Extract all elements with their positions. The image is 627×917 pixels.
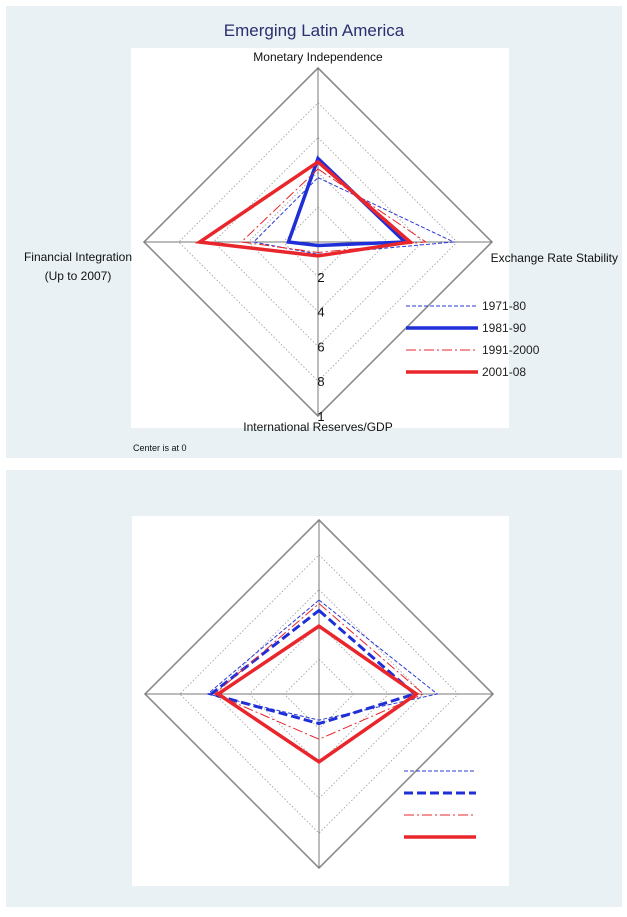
scale-tick-label: 2 xyxy=(317,270,324,285)
legend-label-2: 1981-90 xyxy=(482,321,526,335)
series-line-4 xyxy=(214,624,420,764)
chart-title: Emerging Latin America xyxy=(224,21,405,40)
radar-chart-bottom xyxy=(132,516,509,886)
series-line-2 xyxy=(207,608,418,726)
scale-tick-label: 6 xyxy=(317,339,324,354)
series-line-1 xyxy=(206,599,439,721)
legend-label-4: 2001-08 xyxy=(482,365,526,379)
series-line-3 xyxy=(240,168,428,253)
axis-label-right: Exchange Rate Stability xyxy=(491,251,618,265)
scale-tick-label: 1 xyxy=(317,409,324,424)
legend-label-1: 1971-80 xyxy=(482,299,526,313)
center-note: Center is at 0 xyxy=(133,443,187,453)
radar-chart-top: Emerging Latin America Monetary Independe… xyxy=(24,21,618,453)
plot-area xyxy=(132,516,509,886)
axis-label-top: Monetary Independence xyxy=(253,50,383,64)
scale-tick-label: 4 xyxy=(317,305,324,320)
series-line-3 xyxy=(213,602,425,740)
legend-label-3: 1991-2000 xyxy=(482,343,540,357)
chart-panel-top: Emerging Latin America Monetary Independe… xyxy=(6,6,622,458)
chart-panel-bottom xyxy=(6,470,622,907)
axis-label-left-line2: (Up to 2007) xyxy=(45,269,112,283)
series-line-4 xyxy=(194,159,415,258)
scale-tick-label: 8 xyxy=(317,374,324,389)
axis-label-bottom: International Reserves/GDP xyxy=(243,420,392,434)
axis-label-left-line1: Financial Integration xyxy=(24,250,132,264)
